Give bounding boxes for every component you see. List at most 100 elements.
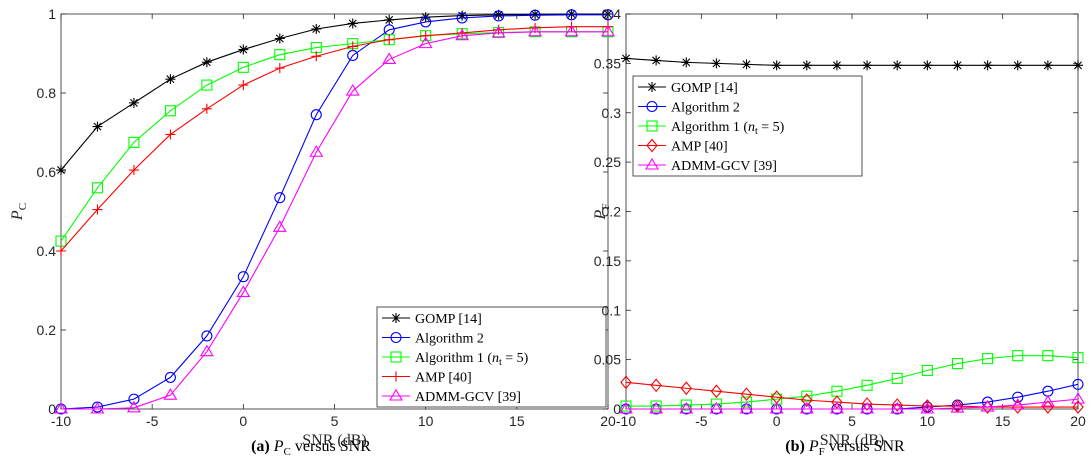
data-point [1071,392,1085,404]
data-point [238,44,249,55]
x-axis-label: SNR (dB) [302,432,366,449]
y-tick-label: 0.6 [37,164,57,180]
x-tick-label: 5 [848,413,856,429]
caption-text: versus SNR [291,438,371,455]
y-tick-label: 0.35 [594,55,621,71]
legend-symbol: n [748,120,755,135]
data-point [921,364,933,377]
data-point [237,271,249,283]
data-point [862,60,873,71]
data-point [891,372,903,384]
data-point [418,36,433,49]
data-point [566,9,577,19]
data-point [831,60,842,71]
data-point [1042,60,1053,71]
legend-label: GOMP [14] [671,81,738,96]
data-point [602,9,614,21]
data-point [201,57,212,68]
data-point [799,401,814,414]
data-point [1042,400,1054,414]
legend-marker [645,157,659,170]
legend-text: = 5) [502,351,529,366]
y-tick-label: 0.3 [602,105,622,121]
legend-text: = 5) [758,120,785,135]
data-point [565,9,578,21]
legend-marker [391,313,401,323]
y-tick-label: 0.05 [594,352,621,368]
y-tick-label: 0.2 [602,204,622,220]
data-point [771,60,782,71]
caption-subscript: C [284,446,291,458]
data-point [163,388,178,400]
legend-item: AMP [40] [382,371,472,386]
data-point [801,60,812,71]
data-point [831,395,843,409]
legend-marker [390,331,402,344]
data-point [384,34,395,45]
series-line [625,381,1078,408]
data-point [740,387,753,402]
caption-symbol: P [273,438,284,455]
legend-marker [647,82,657,92]
series-4 [620,375,1084,414]
data-point [128,393,140,405]
legend-item: GOMP [14] [638,81,738,96]
data-point [274,63,285,74]
legend-symbol: n [492,351,499,366]
legend-marker [646,120,658,132]
data-point [1072,400,1084,414]
data-point [1012,350,1024,362]
data-point [920,401,935,414]
data-point [1072,352,1084,364]
data-point [199,344,214,357]
legend-text: Algorithm 1 ( [415,351,492,366]
data-point [860,401,875,414]
data-point [1010,397,1025,410]
data-point [165,129,176,140]
data-point [90,401,105,414]
legend-item: ADMM-GCV [39] [382,388,521,405]
data-point [165,74,176,85]
y-tick-label: 0.4 [37,243,57,259]
data-point [861,397,873,411]
data-point [620,400,632,412]
legend-item: GOMP [14] [382,312,482,327]
series-line [625,57,1078,66]
data-point [272,220,287,232]
data-point [922,60,933,71]
data-point [711,58,722,69]
data-point [982,353,994,365]
series-4 [56,21,613,256]
data-point [493,10,505,22]
x-tick-label: -10 [51,413,71,429]
series-line [60,13,608,171]
data-point [619,401,633,414]
data-point [92,121,103,132]
x-tick-label: 0 [773,413,781,429]
data-point [829,401,844,414]
caption-label: (b) [785,438,809,455]
legend-marker [391,371,401,382]
x-tick-label: 5 [331,413,339,429]
x-tick-label: 20 [600,413,616,429]
series-3 [620,350,1084,412]
y-axis-label-subscript: F [600,204,612,210]
x-tick-label: 15 [995,413,1011,429]
data-point [769,401,784,414]
data-point [274,192,286,204]
data-point [709,401,724,414]
data-point [741,59,752,70]
x-tick-label: 0 [239,413,247,429]
data-point [56,246,66,256]
legend-marker [646,138,658,153]
y-tick-label: 0.2 [37,322,57,338]
data-point [680,381,692,396]
data-point [801,390,813,402]
legend-label: GOMP [14] [415,312,482,327]
data-point [679,401,694,414]
y-axis-label-subscript: C [17,203,29,210]
data-point [311,51,322,62]
plot-area [625,13,1079,410]
legend-item: AMP [40] [638,138,728,155]
data-point [891,398,903,412]
